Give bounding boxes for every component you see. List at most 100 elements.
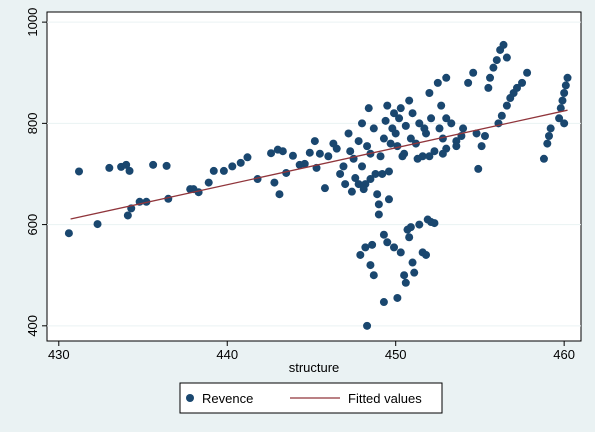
point bbox=[359, 185, 368, 194]
point bbox=[459, 124, 468, 133]
point bbox=[354, 137, 363, 146]
point bbox=[430, 219, 439, 228]
point bbox=[415, 119, 424, 128]
y-tick-label: 800 bbox=[25, 113, 40, 135]
point bbox=[219, 166, 228, 175]
point bbox=[401, 121, 410, 130]
point bbox=[502, 101, 511, 110]
point bbox=[480, 132, 489, 141]
point bbox=[354, 180, 363, 189]
point bbox=[401, 278, 410, 287]
point bbox=[383, 238, 392, 247]
point bbox=[278, 147, 287, 156]
point bbox=[64, 229, 73, 238]
point bbox=[484, 83, 493, 92]
point bbox=[561, 81, 570, 90]
point bbox=[486, 73, 495, 82]
point bbox=[437, 101, 446, 110]
point bbox=[366, 261, 375, 270]
point bbox=[556, 104, 565, 113]
point bbox=[305, 148, 314, 157]
point bbox=[415, 220, 424, 229]
point bbox=[391, 129, 400, 138]
point bbox=[442, 73, 451, 82]
point bbox=[379, 298, 388, 307]
point bbox=[288, 151, 297, 160]
point bbox=[393, 142, 402, 151]
point bbox=[374, 200, 383, 209]
point bbox=[560, 88, 569, 97]
point bbox=[125, 166, 134, 175]
legend-label: Revence bbox=[202, 391, 253, 406]
point bbox=[363, 321, 372, 330]
point bbox=[386, 139, 395, 148]
point bbox=[320, 184, 329, 193]
point bbox=[339, 162, 348, 171]
point bbox=[469, 68, 478, 77]
point bbox=[544, 132, 553, 141]
point bbox=[502, 53, 511, 62]
point bbox=[378, 169, 387, 178]
point bbox=[204, 178, 213, 187]
x-tick-label: 460 bbox=[553, 347, 575, 362]
point bbox=[430, 147, 439, 156]
point bbox=[464, 78, 473, 87]
point bbox=[379, 134, 388, 143]
point bbox=[351, 174, 360, 183]
point bbox=[395, 114, 404, 123]
point bbox=[384, 195, 393, 204]
point bbox=[546, 124, 555, 133]
x-axis-label: structure bbox=[289, 360, 340, 375]
point bbox=[363, 142, 372, 151]
point bbox=[310, 137, 319, 146]
y-tick-label: 1000 bbox=[25, 8, 40, 37]
x-tick-label: 430 bbox=[48, 347, 70, 362]
point bbox=[420, 124, 429, 133]
fitted-line bbox=[70, 109, 568, 220]
point bbox=[315, 149, 324, 158]
point bbox=[497, 111, 506, 120]
point bbox=[228, 162, 237, 171]
point bbox=[560, 119, 569, 128]
point bbox=[422, 250, 431, 259]
legend-label: Fitted values bbox=[348, 391, 422, 406]
point bbox=[366, 175, 375, 184]
point bbox=[358, 162, 367, 171]
point bbox=[243, 153, 252, 162]
point bbox=[396, 104, 405, 113]
point bbox=[346, 147, 355, 156]
point bbox=[341, 180, 350, 189]
point bbox=[364, 104, 373, 113]
point bbox=[267, 149, 276, 158]
point bbox=[425, 152, 434, 161]
point bbox=[336, 169, 345, 178]
point bbox=[555, 114, 564, 123]
point bbox=[384, 167, 393, 176]
point bbox=[406, 223, 415, 232]
point bbox=[371, 169, 380, 178]
point bbox=[236, 158, 245, 167]
plot-area bbox=[46, 11, 582, 342]
point bbox=[396, 248, 405, 257]
point bbox=[400, 271, 409, 280]
point bbox=[361, 243, 370, 252]
point bbox=[105, 163, 114, 172]
point bbox=[408, 258, 417, 267]
point bbox=[435, 124, 444, 133]
point bbox=[543, 139, 552, 148]
point bbox=[489, 63, 498, 72]
point bbox=[410, 268, 419, 277]
point bbox=[427, 114, 436, 123]
point bbox=[347, 187, 356, 196]
point bbox=[563, 73, 572, 82]
point bbox=[390, 109, 399, 118]
point bbox=[425, 88, 434, 97]
x-tick-label: 440 bbox=[216, 347, 238, 362]
x-tick-label: 450 bbox=[385, 347, 407, 362]
point bbox=[452, 142, 461, 151]
point bbox=[477, 142, 486, 151]
point bbox=[373, 190, 382, 199]
point bbox=[75, 167, 84, 176]
point bbox=[408, 109, 417, 118]
